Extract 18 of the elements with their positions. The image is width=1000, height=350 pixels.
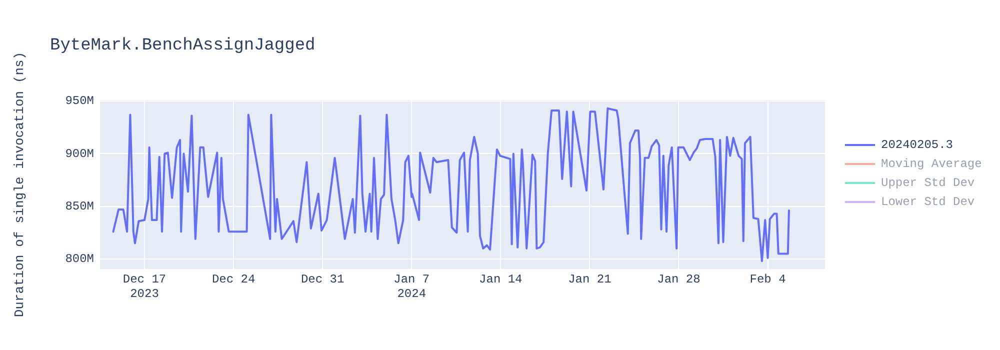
x-tick-label: Dec 24 bbox=[212, 272, 256, 286]
y-axis-title: Duration of single invocation (ns) bbox=[12, 52, 28, 318]
legend-label: Upper Std Dev bbox=[881, 176, 975, 190]
x-tick-label: Dec 17 2023 bbox=[122, 272, 166, 301]
chart-title: ByteMark.BenchAssignJagged bbox=[50, 36, 316, 56]
x-tick-label: Jan 28 bbox=[657, 272, 700, 286]
y-tick-label: 900M bbox=[65, 146, 94, 161]
x-tick-label: Jan 14 bbox=[479, 272, 522, 286]
legend-label: 20240205.3 bbox=[881, 138, 954, 152]
x-tick-label: Dec 31 bbox=[300, 272, 344, 286]
y-tick-label: 950M bbox=[65, 94, 94, 108]
legend-label: Lower Std Dev bbox=[881, 194, 975, 208]
y-tick-label: 800M bbox=[65, 252, 94, 266]
x-tick-label: Jan 21 bbox=[568, 272, 612, 286]
x-tick-label: Feb 4 bbox=[750, 272, 786, 286]
legend-label: Moving Average bbox=[881, 156, 982, 170]
y-tick-label: 850M bbox=[65, 200, 94, 214]
x-tick-label: Jan 7 2024 bbox=[394, 272, 430, 301]
